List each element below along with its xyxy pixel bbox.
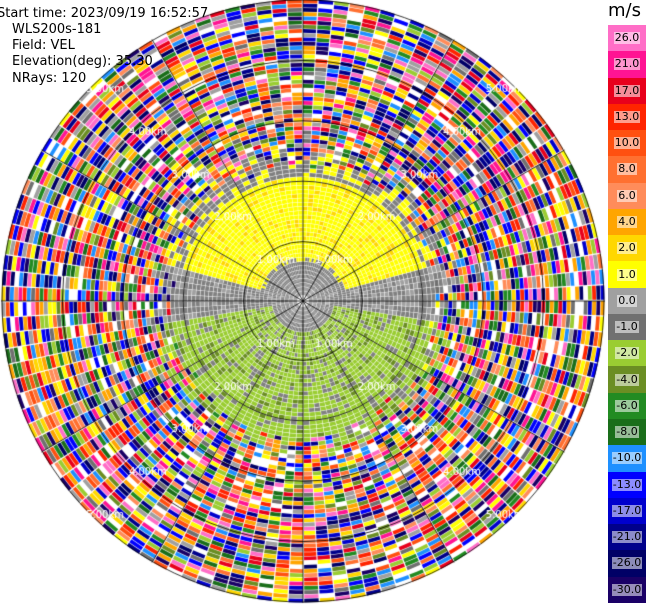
colorbar-level-label: 4.0: [617, 214, 637, 228]
colorbar-cell: -30.0: [608, 576, 646, 603]
colorbar-level-label: 10.0: [613, 136, 641, 150]
colorbar-cell: -13.0: [608, 471, 646, 498]
colorbar-level-label: -13.0: [611, 477, 643, 491]
colorbar-level-label: 21.0: [613, 57, 641, 71]
start-time-label: Start time: 2023/09/19 16:52:57: [0, 6, 209, 21]
colorbar-cell: 1.0: [608, 261, 646, 288]
colorbar-level-label: 0.0: [617, 293, 637, 307]
colorbar-level-label: 2.0: [617, 241, 637, 255]
colorbar-cell: -2.0: [608, 340, 646, 367]
colorbar-level-label: 1.0: [617, 267, 637, 281]
colorbar-level-label: 13.0: [613, 109, 641, 123]
colorbar-cell: 6.0: [608, 182, 646, 209]
nrays-label: NRays: 120: [12, 71, 87, 86]
colorbar-cell: -21.0: [608, 524, 646, 551]
elevation-label: Elevation(deg): 35.30: [12, 54, 153, 69]
colorbar-cell: -8.0: [608, 418, 646, 446]
colorbar-level-label: -6.0: [615, 398, 639, 412]
field-label: Field: VEL: [12, 38, 75, 53]
colorbar-level-label: -17.0: [611, 503, 643, 517]
colorbar: 26.0 21.0 17.0 13.0 10.0 8.0 6.0 4.0 2.0 1.0 0.0 -1…: [608, 25, 646, 603]
colorbar-level-label: -1.0: [615, 320, 639, 334]
colorbar-cell: 2.0: [608, 235, 646, 262]
colorbar-level-label: -30.0: [611, 582, 643, 596]
colorbar-cell: -10.0: [608, 445, 646, 472]
colorbar-cell: -4.0: [608, 366, 646, 393]
colorbar-cell: 21.0: [608, 51, 646, 78]
colorbar-level-label: -26.0: [611, 556, 643, 570]
colorbar-cell: 26.0: [608, 25, 646, 52]
ppi-plot: [0, 0, 607, 607]
colorbar-cell: 8.0: [608, 156, 646, 183]
colorbar-cell: 4.0: [608, 208, 646, 236]
colorbar-cell: 10.0: [608, 130, 646, 157]
colorbar-cell: 0.0: [608, 287, 646, 314]
colorbar-level-label: 26.0: [613, 31, 641, 45]
colorbar-level-label: -2.0: [615, 346, 639, 360]
colorbar-level-label: -8.0: [615, 425, 639, 439]
instrument-label: WLS200s-181: [12, 22, 102, 37]
colorbar-cell: -17.0: [608, 497, 646, 525]
colorbar-unit-label: m/s: [608, 0, 641, 21]
colorbar-level-label: -21.0: [611, 530, 643, 544]
colorbar-cell: 17.0: [608, 77, 646, 104]
colorbar-level-label: -4.0: [615, 372, 639, 386]
colorbar-level-label: 8.0: [617, 162, 637, 176]
colorbar-cell: -26.0: [608, 550, 646, 577]
colorbar-level-label: 17.0: [613, 83, 641, 97]
colorbar-cell: 13.0: [608, 103, 646, 131]
colorbar-level-label: -10.0: [611, 451, 643, 465]
colorbar-cell: -1.0: [608, 313, 646, 341]
colorbar-cell: -6.0: [608, 392, 646, 419]
colorbar-level-label: 6.0: [617, 188, 637, 202]
